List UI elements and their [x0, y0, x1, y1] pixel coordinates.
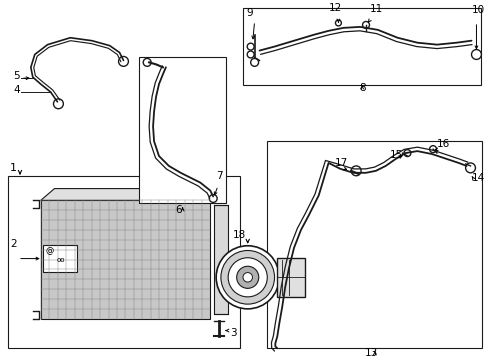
Text: 15: 15	[390, 150, 403, 160]
Text: 2: 2	[10, 239, 17, 249]
Circle shape	[466, 163, 475, 173]
Text: @: @	[46, 246, 54, 255]
Circle shape	[404, 150, 411, 157]
Circle shape	[143, 58, 151, 66]
Polygon shape	[41, 189, 224, 201]
Text: 1: 1	[10, 163, 17, 173]
Bar	[243, 8, 481, 85]
Circle shape	[53, 99, 63, 109]
Text: 5: 5	[13, 71, 20, 81]
Circle shape	[228, 258, 267, 297]
Circle shape	[430, 146, 437, 153]
Circle shape	[471, 50, 481, 59]
Text: 9: 9	[247, 8, 253, 18]
Circle shape	[336, 20, 342, 26]
Text: 11: 11	[370, 4, 383, 14]
Text: oo: oo	[56, 257, 65, 262]
Circle shape	[247, 43, 254, 50]
Text: 16: 16	[437, 139, 450, 149]
Text: 6: 6	[175, 205, 182, 215]
Circle shape	[237, 266, 259, 288]
Text: 13: 13	[365, 348, 378, 358]
Text: 3: 3	[230, 328, 237, 338]
Bar	[268, 141, 482, 348]
Text: 10: 10	[471, 5, 485, 15]
Circle shape	[209, 194, 217, 202]
Bar	[277, 258, 305, 297]
Circle shape	[119, 57, 128, 66]
Text: 8: 8	[359, 83, 366, 93]
Circle shape	[363, 22, 369, 28]
Bar	[139, 58, 226, 203]
Circle shape	[247, 51, 254, 58]
Circle shape	[351, 166, 361, 176]
Text: 17: 17	[335, 158, 348, 168]
Bar	[8, 176, 240, 348]
Text: 4: 4	[13, 85, 20, 95]
Circle shape	[251, 58, 259, 66]
Bar	[43, 245, 77, 273]
Circle shape	[216, 246, 279, 309]
Text: 14: 14	[471, 173, 485, 183]
Polygon shape	[41, 201, 210, 319]
Bar	[214, 205, 228, 314]
Circle shape	[243, 273, 252, 282]
Text: 18: 18	[233, 230, 246, 240]
Circle shape	[221, 251, 274, 304]
Text: 12: 12	[329, 3, 342, 13]
Text: 7: 7	[216, 171, 223, 181]
